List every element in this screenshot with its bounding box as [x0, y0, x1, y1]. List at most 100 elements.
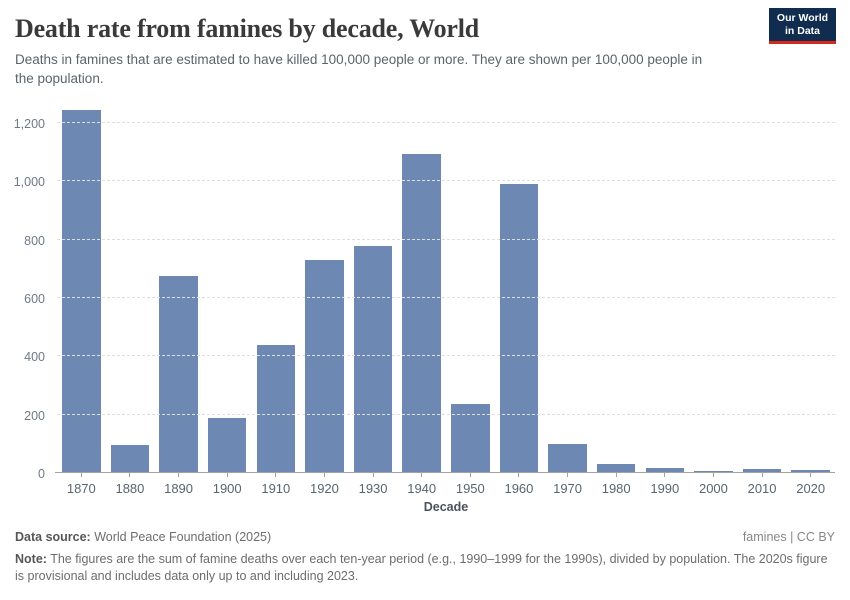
- tick-mark: [80, 473, 82, 477]
- gridline: [57, 297, 835, 298]
- bars-row: [57, 105, 835, 473]
- bar-1920[interactable]: [305, 260, 344, 473]
- x-tick-label: 1900: [212, 481, 242, 496]
- bar-slot: [106, 105, 155, 473]
- tick-mark: [567, 473, 569, 477]
- x-tick-label: 1980: [601, 481, 631, 496]
- bar-slot: [689, 105, 738, 473]
- bar-1970[interactable]: [548, 443, 587, 473]
- chart-footer: Data source: World Peace Foundation (202…: [15, 530, 835, 586]
- tick-mark: [323, 473, 325, 477]
- bar-slot: [349, 105, 398, 473]
- x-tick-label: 1870: [66, 481, 96, 496]
- gridline: [57, 238, 835, 240]
- x-tick: 1960: [495, 473, 544, 496]
- x-tick: 1970: [543, 473, 592, 496]
- tick-mark: [178, 473, 180, 477]
- x-axis-line: [55, 472, 835, 473]
- tick-mark: [761, 473, 763, 477]
- bar-slot: [738, 105, 787, 473]
- x-tick: 1930: [349, 473, 398, 496]
- bar-1990[interactable]: [645, 467, 685, 473]
- bar-slot: [300, 105, 349, 473]
- x-tick: 1890: [154, 473, 203, 496]
- y-tick-label: 800: [24, 233, 45, 248]
- bar-1890[interactable]: [159, 276, 198, 473]
- chart-subtitle: Deaths in famines that are estimated to …: [15, 52, 703, 86]
- bar-slot: [786, 105, 835, 473]
- bar-1940[interactable]: [402, 153, 441, 473]
- gridline: [57, 180, 835, 182]
- bar-slot: [592, 105, 641, 473]
- gridline: [57, 122, 835, 123]
- x-tick: 1920: [300, 473, 349, 496]
- bar-1900[interactable]: [207, 417, 247, 473]
- x-tick: 1900: [203, 473, 252, 496]
- x-tick: 2010: [738, 473, 787, 496]
- x-tick-label: 1940: [407, 481, 437, 496]
- bar-slot: [154, 105, 203, 473]
- bar-slot: [543, 105, 592, 473]
- x-tick-label: 2000: [698, 481, 728, 496]
- bar-1870[interactable]: [62, 110, 101, 473]
- bar-1960[interactable]: [499, 184, 539, 473]
- owid-logo-line2: in Data: [784, 24, 820, 37]
- x-axis-labels: 1870 1880 1890 1900 1910 1920 1930 1940 1950 1960…: [57, 473, 835, 496]
- owid-logo[interactable]: Our World in Data: [769, 8, 836, 44]
- tick-mark: [810, 473, 812, 477]
- tick-mark: [372, 473, 374, 477]
- bar-1930[interactable]: [353, 245, 393, 473]
- bar-1880[interactable]: [110, 445, 150, 473]
- x-tick: 1870: [57, 473, 106, 496]
- x-tick: 1880: [106, 473, 155, 496]
- bar-slot: [203, 105, 252, 473]
- bar-slot: [446, 105, 495, 473]
- tick-mark: [421, 473, 423, 477]
- x-tick-label: 2020: [796, 481, 826, 496]
- data-source: Data source: World Peace Foundation (202…: [15, 530, 271, 544]
- x-tick: 1950: [446, 473, 495, 496]
- x-tick-label: 1890: [164, 481, 194, 496]
- license-link[interactable]: famines | CC BY: [742, 530, 835, 544]
- data-source-value: World Peace Foundation (2025): [90, 530, 272, 544]
- y-tick-label: 400: [24, 350, 45, 365]
- x-tick: 1910: [252, 473, 301, 496]
- x-tick-label: 1930: [358, 481, 388, 496]
- y-tick-label: 0: [38, 467, 45, 481]
- x-tick-label: 2010: [747, 481, 777, 496]
- bar-slot: [397, 105, 446, 473]
- bar-1910[interactable]: [256, 344, 296, 473]
- y-tick-label: 1,200: [13, 117, 45, 131]
- tick-mark: [664, 473, 666, 477]
- x-tick: 2020: [786, 473, 835, 496]
- bar-1950[interactable]: [451, 404, 490, 473]
- bar-1980[interactable]: [596, 464, 636, 473]
- x-tick-label: 1960: [504, 481, 534, 496]
- x-tick-label: 1880: [115, 481, 145, 496]
- page-title: Death rate from famines by decade, World: [15, 14, 480, 43]
- bar-2010[interactable]: [742, 468, 782, 473]
- tick-mark: [275, 473, 277, 477]
- x-tick: 1980: [592, 473, 641, 496]
- source-row: Data source: World Peace Foundation (202…: [15, 530, 835, 544]
- x-axis-title: Decade: [423, 500, 469, 514]
- tick-mark: [129, 473, 131, 477]
- x-tick-label: 1990: [650, 481, 680, 496]
- x-tick: 1940: [397, 473, 446, 496]
- bar-2000[interactable]: [694, 470, 733, 473]
- x-tick: 1990: [641, 473, 690, 496]
- y-tick-label: 600: [24, 292, 45, 306]
- bar-2020[interactable]: [791, 469, 830, 473]
- y-axis-labels: 0 200 400 600 800 1,000 1,200: [0, 105, 50, 481]
- chart-note: Note: The figures are the sum of famine …: [15, 551, 835, 586]
- bar-slot: [641, 105, 690, 473]
- y-tick-label: 200: [24, 408, 45, 423]
- tick-mark: [712, 473, 714, 477]
- bar-slot: [495, 105, 544, 473]
- bar-slot: [57, 105, 106, 473]
- tick-mark: [469, 473, 471, 477]
- tick-mark: [226, 473, 228, 477]
- bar-slot: [252, 105, 301, 473]
- note-text: The figures are the sum of famine deaths…: [15, 552, 828, 584]
